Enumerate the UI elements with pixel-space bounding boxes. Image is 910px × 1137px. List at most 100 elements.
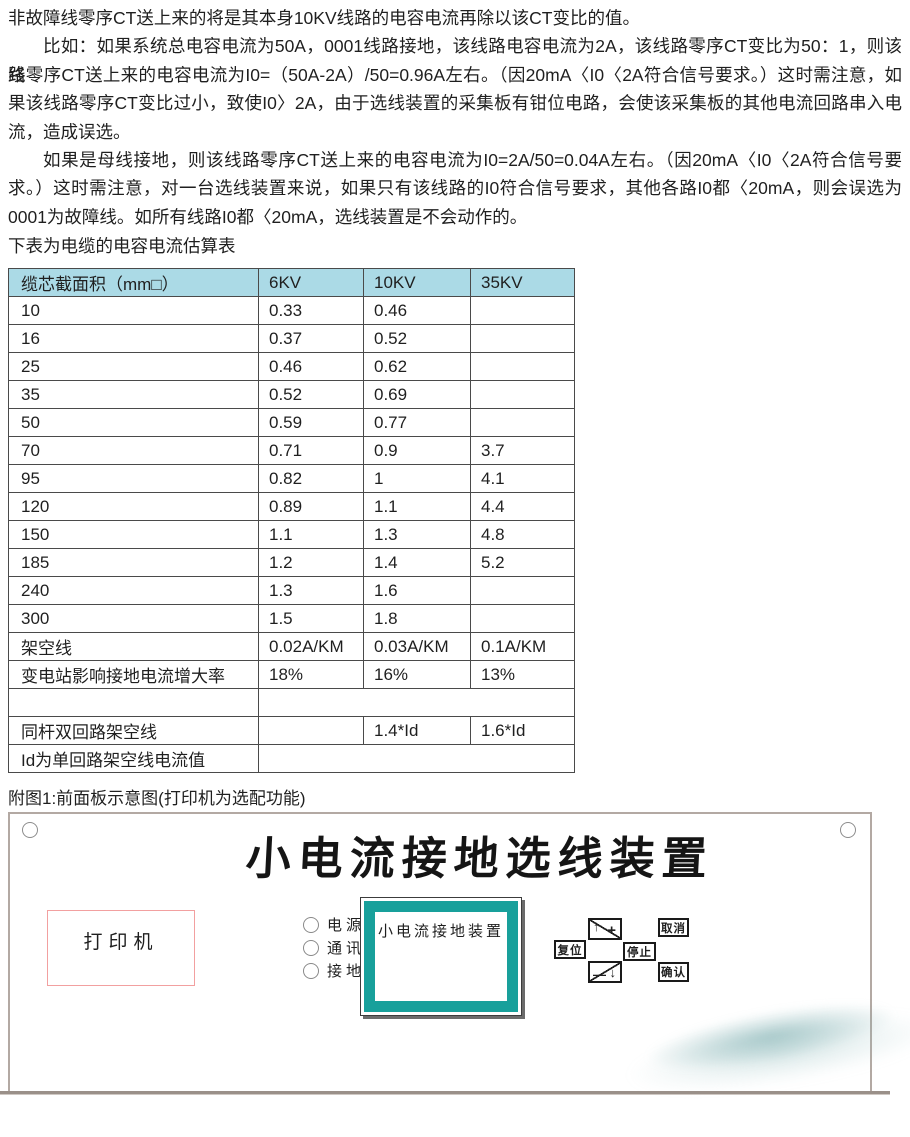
table-cell: 4.4 <box>470 492 575 521</box>
table-row: 25 0.46 0.62 <box>8 352 575 381</box>
screen-teal-frame: 小电流接地装置 <box>364 901 518 1012</box>
table-row: 35 0.52 0.69 <box>8 380 575 409</box>
table-cell <box>470 352 575 381</box>
table-cell: 0.46 <box>363 296 471 325</box>
table-body: 10 0.33 0.46 16 0.37 0.52 25 0.46 0.62 35 0.52 0.69… <box>8 296 575 773</box>
table-cell <box>470 576 575 605</box>
table-cell: 1.4*Id <box>363 716 471 745</box>
cancel-button: 取消 <box>658 918 689 937</box>
table-row: 120 0.89 1.1 4.4 <box>8 492 575 521</box>
confirm-button: 确认 <box>658 962 689 982</box>
table-cell <box>258 716 364 745</box>
screw-hole-icon <box>840 822 856 838</box>
table-cell <box>8 688 259 717</box>
table-cell: 3.7 <box>470 436 575 465</box>
table-row: 架空线 0.02A/KM 0.03A/KM 0.1A/KM <box>8 632 575 661</box>
table-cell: 185 <box>8 548 259 577</box>
paragraph-line: 比如：如果系统总电容电流为50A，0001线路接地，该线路电容电流为2A，该线路… <box>8 36 902 85</box>
table-cell: 0.1A/KM <box>470 632 575 661</box>
table-cell: 0.52 <box>363 324 471 353</box>
led-group: 电源 通讯 接地 <box>303 916 365 985</box>
reset-button: 复位 <box>554 940 586 959</box>
table-cell: 18% <box>258 660 364 689</box>
paragraph-line: 果该线路零序CT变比过小，致使I0〉2A，由于选线装置的采集板有钳位电路，会使该… <box>8 93 902 114</box>
printer-box: 打印机 <box>47 910 195 986</box>
stop-button: 停止 <box>623 942 656 961</box>
table-cell: 0.03A/KM <box>363 632 471 661</box>
up-plus-button: ↑ + <box>588 918 622 940</box>
table-cell: 120 <box>8 492 259 521</box>
table-cell: 0.9 <box>363 436 471 465</box>
led-indicator-icon <box>303 962 319 979</box>
table-header-cell: 6KV <box>258 268 364 297</box>
table-cell: 4.8 <box>470 520 575 549</box>
table-cell: 0.02A/KM <box>258 632 364 661</box>
led-label: 通讯 <box>327 940 366 957</box>
up-arrow-icon: ↑ <box>593 919 601 934</box>
table-cell: 5.2 <box>470 548 575 577</box>
down-minus-button: — ↓ <box>588 961 622 983</box>
table-cell <box>258 688 575 717</box>
led-label: 接地 <box>327 963 366 980</box>
paragraph-line: 路零序CT送上来的电容电流为I0=（50A-2A）/50=0.96A左右。（因2… <box>8 64 902 85</box>
down-arrow-icon: ↓ <box>609 964 617 980</box>
table-cell <box>470 380 575 409</box>
table-row <box>8 688 575 717</box>
led-row: 接地 <box>303 962 366 980</box>
table-row: Id为单回路架空线电流值 <box>8 744 575 773</box>
paragraph-block: 非故障线零序CT送上来的将是其本身10KV线路的电容电流再除以该CT变比的值。比… <box>8 4 902 231</box>
table-cell <box>470 408 575 437</box>
table-cell: 95 <box>8 464 259 493</box>
table-cell: 1.8 <box>363 604 471 633</box>
table-cell <box>470 604 575 633</box>
table-header-cell: 缆芯截面积（mm□） <box>8 268 259 297</box>
table-cell: 0.82 <box>258 464 364 493</box>
led-indicator-icon <box>303 939 319 956</box>
table-cell: 0.33 <box>258 296 364 325</box>
table-cell: 1.3 <box>363 520 471 549</box>
table-cell <box>470 324 575 353</box>
table-cell: 16 <box>8 324 259 353</box>
table-cell: 16% <box>363 660 471 689</box>
led-row: 电源 <box>303 916 366 934</box>
table-row: 变电站影响接地电流增大率 18% 16% 13% <box>8 660 575 689</box>
table-row: 185 1.2 1.4 5.2 <box>8 548 575 577</box>
table-cell: 架空线 <box>8 632 259 661</box>
table-row: 150 1.1 1.3 4.8 <box>8 520 575 549</box>
paragraph-line: 求。）这时需注意，对一台选线装置来说，如果只有该线路的I0符合信号要求，其他各路… <box>8 178 902 199</box>
led-indicator-icon <box>303 916 319 933</box>
led-row: 通讯 <box>303 939 366 957</box>
table-cell: 1 <box>363 464 471 493</box>
table-cell: 1.5 <box>258 604 364 633</box>
paragraph-line: 流，造成误选。 <box>8 121 131 142</box>
device-screen: 小电流接地装置 <box>360 897 522 1016</box>
capacitive-current-table: 缆芯截面积（mm□） 6KV 10KV 35KV 10 0.33 0.46 16 0.37 0.… <box>8 268 575 773</box>
table-row: 16 0.37 0.52 <box>8 324 575 353</box>
table-header-cell: 10KV <box>363 268 471 297</box>
table-cell: 1.3 <box>258 576 364 605</box>
table-cell: 0.77 <box>363 408 471 437</box>
table-row: 95 0.82 1 4.1 <box>8 464 575 493</box>
paragraph-line: 0001为故障线。如所有线路I0都〈20mA，选线装置是不会动作的。 <box>8 206 528 227</box>
table-cell: 1.1 <box>363 492 471 521</box>
table-cell: 1.6 <box>363 576 471 605</box>
table-row: 同杆双回路架空线 1.4*Id 1.6*Id <box>8 716 575 745</box>
table-cell: 0.52 <box>258 380 364 409</box>
table-cell: 0.46 <box>258 352 364 381</box>
led-label: 电源 <box>327 917 366 934</box>
table-cell: 240 <box>8 576 259 605</box>
front-panel-figure: 小电流接地选线装置 打印机 电源通讯接地 小电流接地装置 ↑ + 复位 停止 —… <box>8 812 872 1093</box>
table-cell: 300 <box>8 604 259 633</box>
table-cell: 0.69 <box>363 380 471 409</box>
panel-title: 小电流接地选线装置 <box>244 832 716 885</box>
table-cell <box>258 744 575 773</box>
table-cell: 25 <box>8 352 259 381</box>
table-cell: 50 <box>8 408 259 437</box>
page-bottom-rule <box>0 1091 890 1095</box>
table-row: 50 0.59 0.77 <box>8 408 575 437</box>
table-cell: 变电站影响接地电流增大率 <box>8 660 259 689</box>
paragraph-line: 如果是母线接地，则该线路零序CT送上来的电容电流为I0=2A/50=0.04A左… <box>43 149 902 170</box>
printer-label: 打印机 <box>83 932 159 953</box>
minus-icon: — <box>593 967 607 982</box>
table-cell: 150 <box>8 520 259 549</box>
